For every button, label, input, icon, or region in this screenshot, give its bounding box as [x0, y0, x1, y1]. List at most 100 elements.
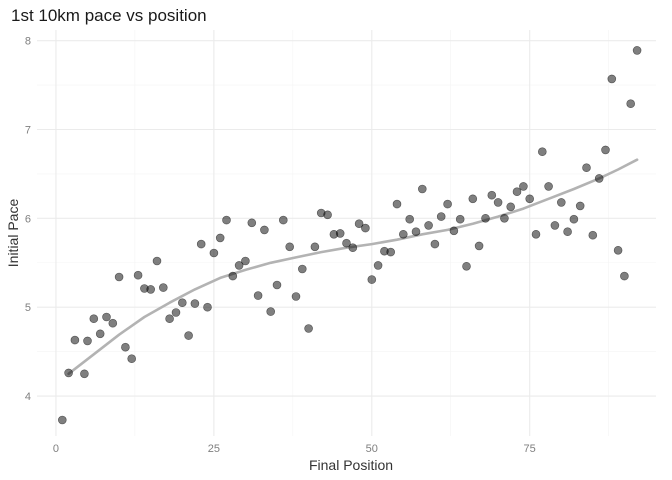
data-point-64: [462, 261, 471, 271]
data-point-50: [373, 261, 383, 270]
data-point-56: [411, 227, 421, 236]
data-point-39: [304, 324, 313, 333]
data-point-22: [196, 239, 206, 249]
major-gridlines: [37, 30, 656, 436]
y-tick-label-8: 8: [25, 36, 31, 48]
data-point-89: [620, 271, 629, 281]
data-point-40: [310, 242, 320, 252]
data-point-17: [165, 314, 174, 324]
data-point-47: [354, 219, 364, 228]
data-point-67: [481, 214, 490, 223]
chart-title: 1st 10km pace vs position: [11, 6, 207, 25]
data-point-79: [556, 198, 566, 207]
y-tick-label-5: 5: [25, 302, 31, 314]
data-point-87: [607, 74, 617, 84]
x-tick-label-0: 0: [53, 443, 59, 455]
data-point-4: [83, 336, 92, 346]
x-axis-label: Final Position: [309, 457, 393, 473]
data-point-5: [89, 314, 99, 324]
data-point-20: [184, 331, 193, 340]
data-point-54: [398, 230, 408, 239]
data-point-61: [443, 199, 452, 209]
data-point-59: [430, 239, 440, 249]
smooth-trend-layer: [67, 158, 639, 376]
data-point-62: [449, 226, 459, 236]
data-point-27: [228, 271, 238, 281]
data-point-3: [80, 369, 89, 379]
data-point-85: [594, 174, 604, 183]
data-point-74: [525, 194, 535, 204]
x-axis-ticks: 0 25 50 75: [53, 443, 536, 455]
data-point-42: [323, 210, 332, 220]
data-point-84: [588, 230, 598, 240]
data-point-19: [178, 298, 187, 308]
data-point-32: [260, 225, 269, 235]
y-axis-ticks: 4 5 6 7 8: [25, 36, 31, 403]
data-point-11: [127, 354, 136, 364]
data-point-31: [253, 291, 263, 300]
y-tick-label-4: 4: [25, 391, 31, 403]
data-point-12: [133, 270, 143, 280]
data-point-37: [291, 292, 301, 301]
data-point-44: [335, 229, 345, 238]
data-point-35: [278, 215, 288, 225]
data-point-90: [626, 99, 636, 108]
data-point-30: [247, 218, 257, 228]
data-point-70: [500, 214, 509, 223]
data-point-80: [563, 227, 572, 236]
smooth-trend-line: [67, 158, 639, 376]
data-point-68: [487, 190, 497, 200]
data-point-24: [209, 248, 219, 258]
minor-gridlines: [37, 30, 656, 436]
data-point-58: [424, 221, 433, 230]
data-point-65: [468, 194, 478, 204]
data-point-8: [108, 318, 118, 328]
data-point-14: [146, 285, 155, 294]
data-point-57: [417, 184, 427, 194]
data-point-48: [361, 223, 370, 233]
data-point-7: [102, 312, 111, 322]
data-point-6: [95, 329, 105, 339]
data-point-66: [474, 241, 484, 251]
data-point-55: [405, 214, 415, 224]
data-point-34: [272, 280, 282, 290]
data-point-21: [190, 299, 200, 308]
data-point-38: [297, 264, 307, 274]
data-point-53: [392, 199, 402, 209]
data-point-60: [436, 212, 446, 221]
data-points: [57, 46, 642, 425]
data-point-72: [512, 187, 522, 196]
data-point-76: [537, 147, 547, 156]
data-point-36: [285, 242, 295, 252]
x-tick-label-25: 25: [208, 443, 220, 455]
data-point-0: [57, 415, 67, 425]
data-point-81: [569, 214, 579, 224]
x-tick-label-50: 50: [366, 443, 378, 455]
data-point-75: [531, 230, 541, 239]
data-point-10: [121, 342, 130, 352]
data-point-25: [215, 233, 225, 243]
data-point-15: [152, 256, 162, 266]
data-point-26: [222, 215, 231, 225]
data-point-1: [64, 368, 73, 378]
data-point-33: [266, 307, 276, 316]
y-tick-label-7: 7: [25, 125, 31, 137]
x-tick-label-75: 75: [524, 443, 536, 455]
data-point-28: [234, 261, 244, 270]
data-point-52: [386, 247, 396, 257]
data-point-18: [171, 308, 181, 317]
y-tick-label-6: 6: [25, 213, 31, 225]
data-point-2: [70, 335, 80, 345]
data-point-82: [575, 201, 585, 211]
data-point-71: [506, 202, 516, 212]
y-axis-label: Initial Pace: [5, 199, 21, 268]
data-point-86: [601, 145, 610, 155]
data-point-78: [550, 221, 560, 230]
data-point-77: [544, 182, 553, 191]
data-point-73: [519, 182, 528, 191]
data-point-88: [613, 246, 623, 255]
data-point-46: [348, 243, 358, 252]
data-point-29: [241, 256, 250, 266]
data-point-91: [632, 46, 642, 55]
